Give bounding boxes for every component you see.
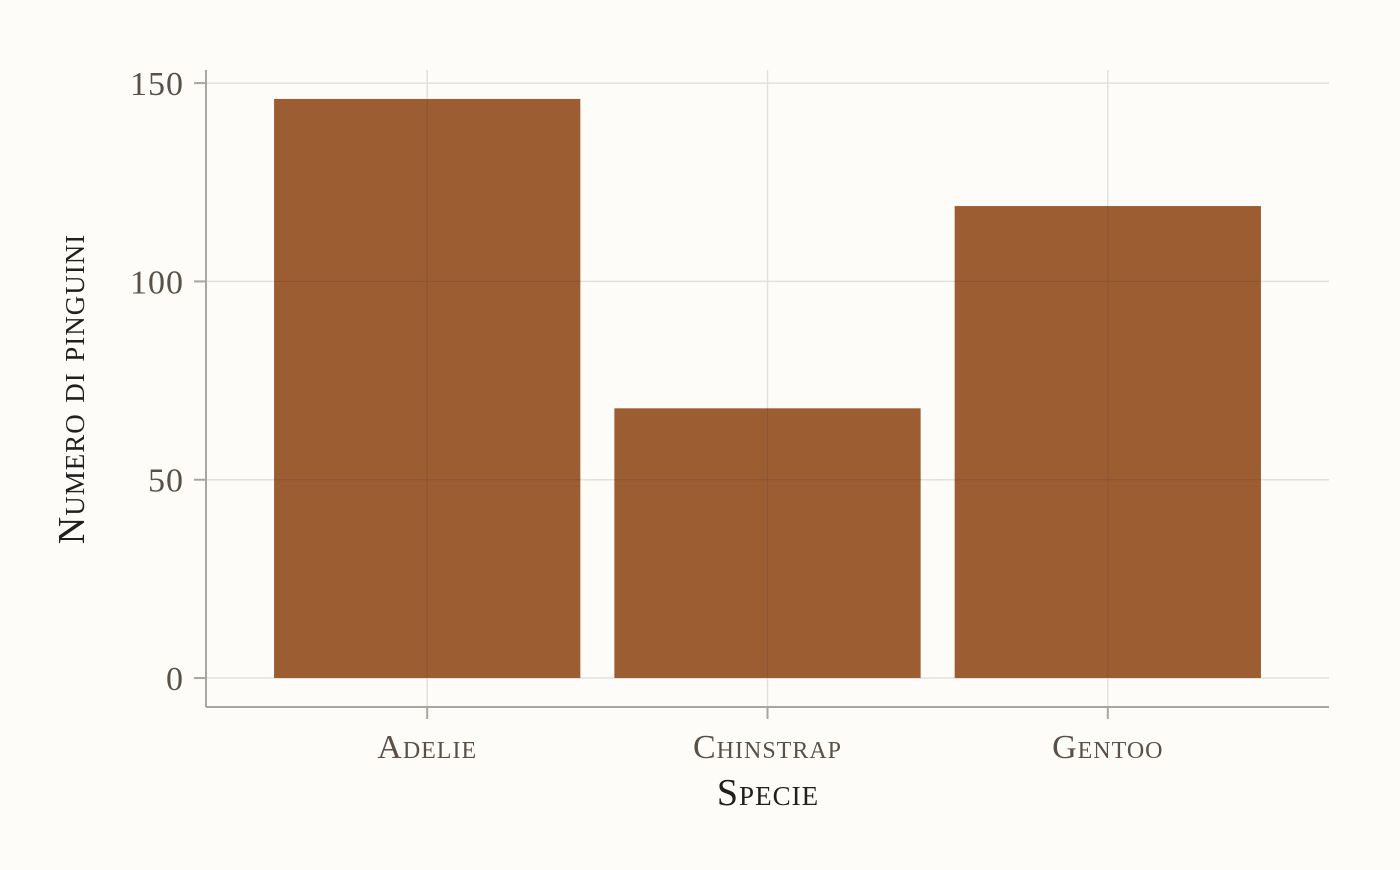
y-tick-label: 100 (130, 264, 184, 301)
x-axis-title: Specie (717, 772, 819, 814)
axes (194, 70, 1329, 719)
y-tick-label: 0 (166, 661, 184, 698)
y-tick-label: 150 (130, 66, 184, 103)
bars (274, 98, 1261, 679)
tick-labels: 0 50 100 150 Adelie Chinstrap Gentoo (130, 66, 1163, 766)
x-tick-label-chinstrap: Chinstrap (693, 729, 842, 766)
y-axis-title: Numero di pinguini (51, 234, 93, 544)
x-tick-label-adelie: Adelie (377, 729, 477, 766)
y-tick-label: 50 (148, 463, 184, 500)
x-tick-label-gentoo: Gentoo (1052, 729, 1163, 766)
